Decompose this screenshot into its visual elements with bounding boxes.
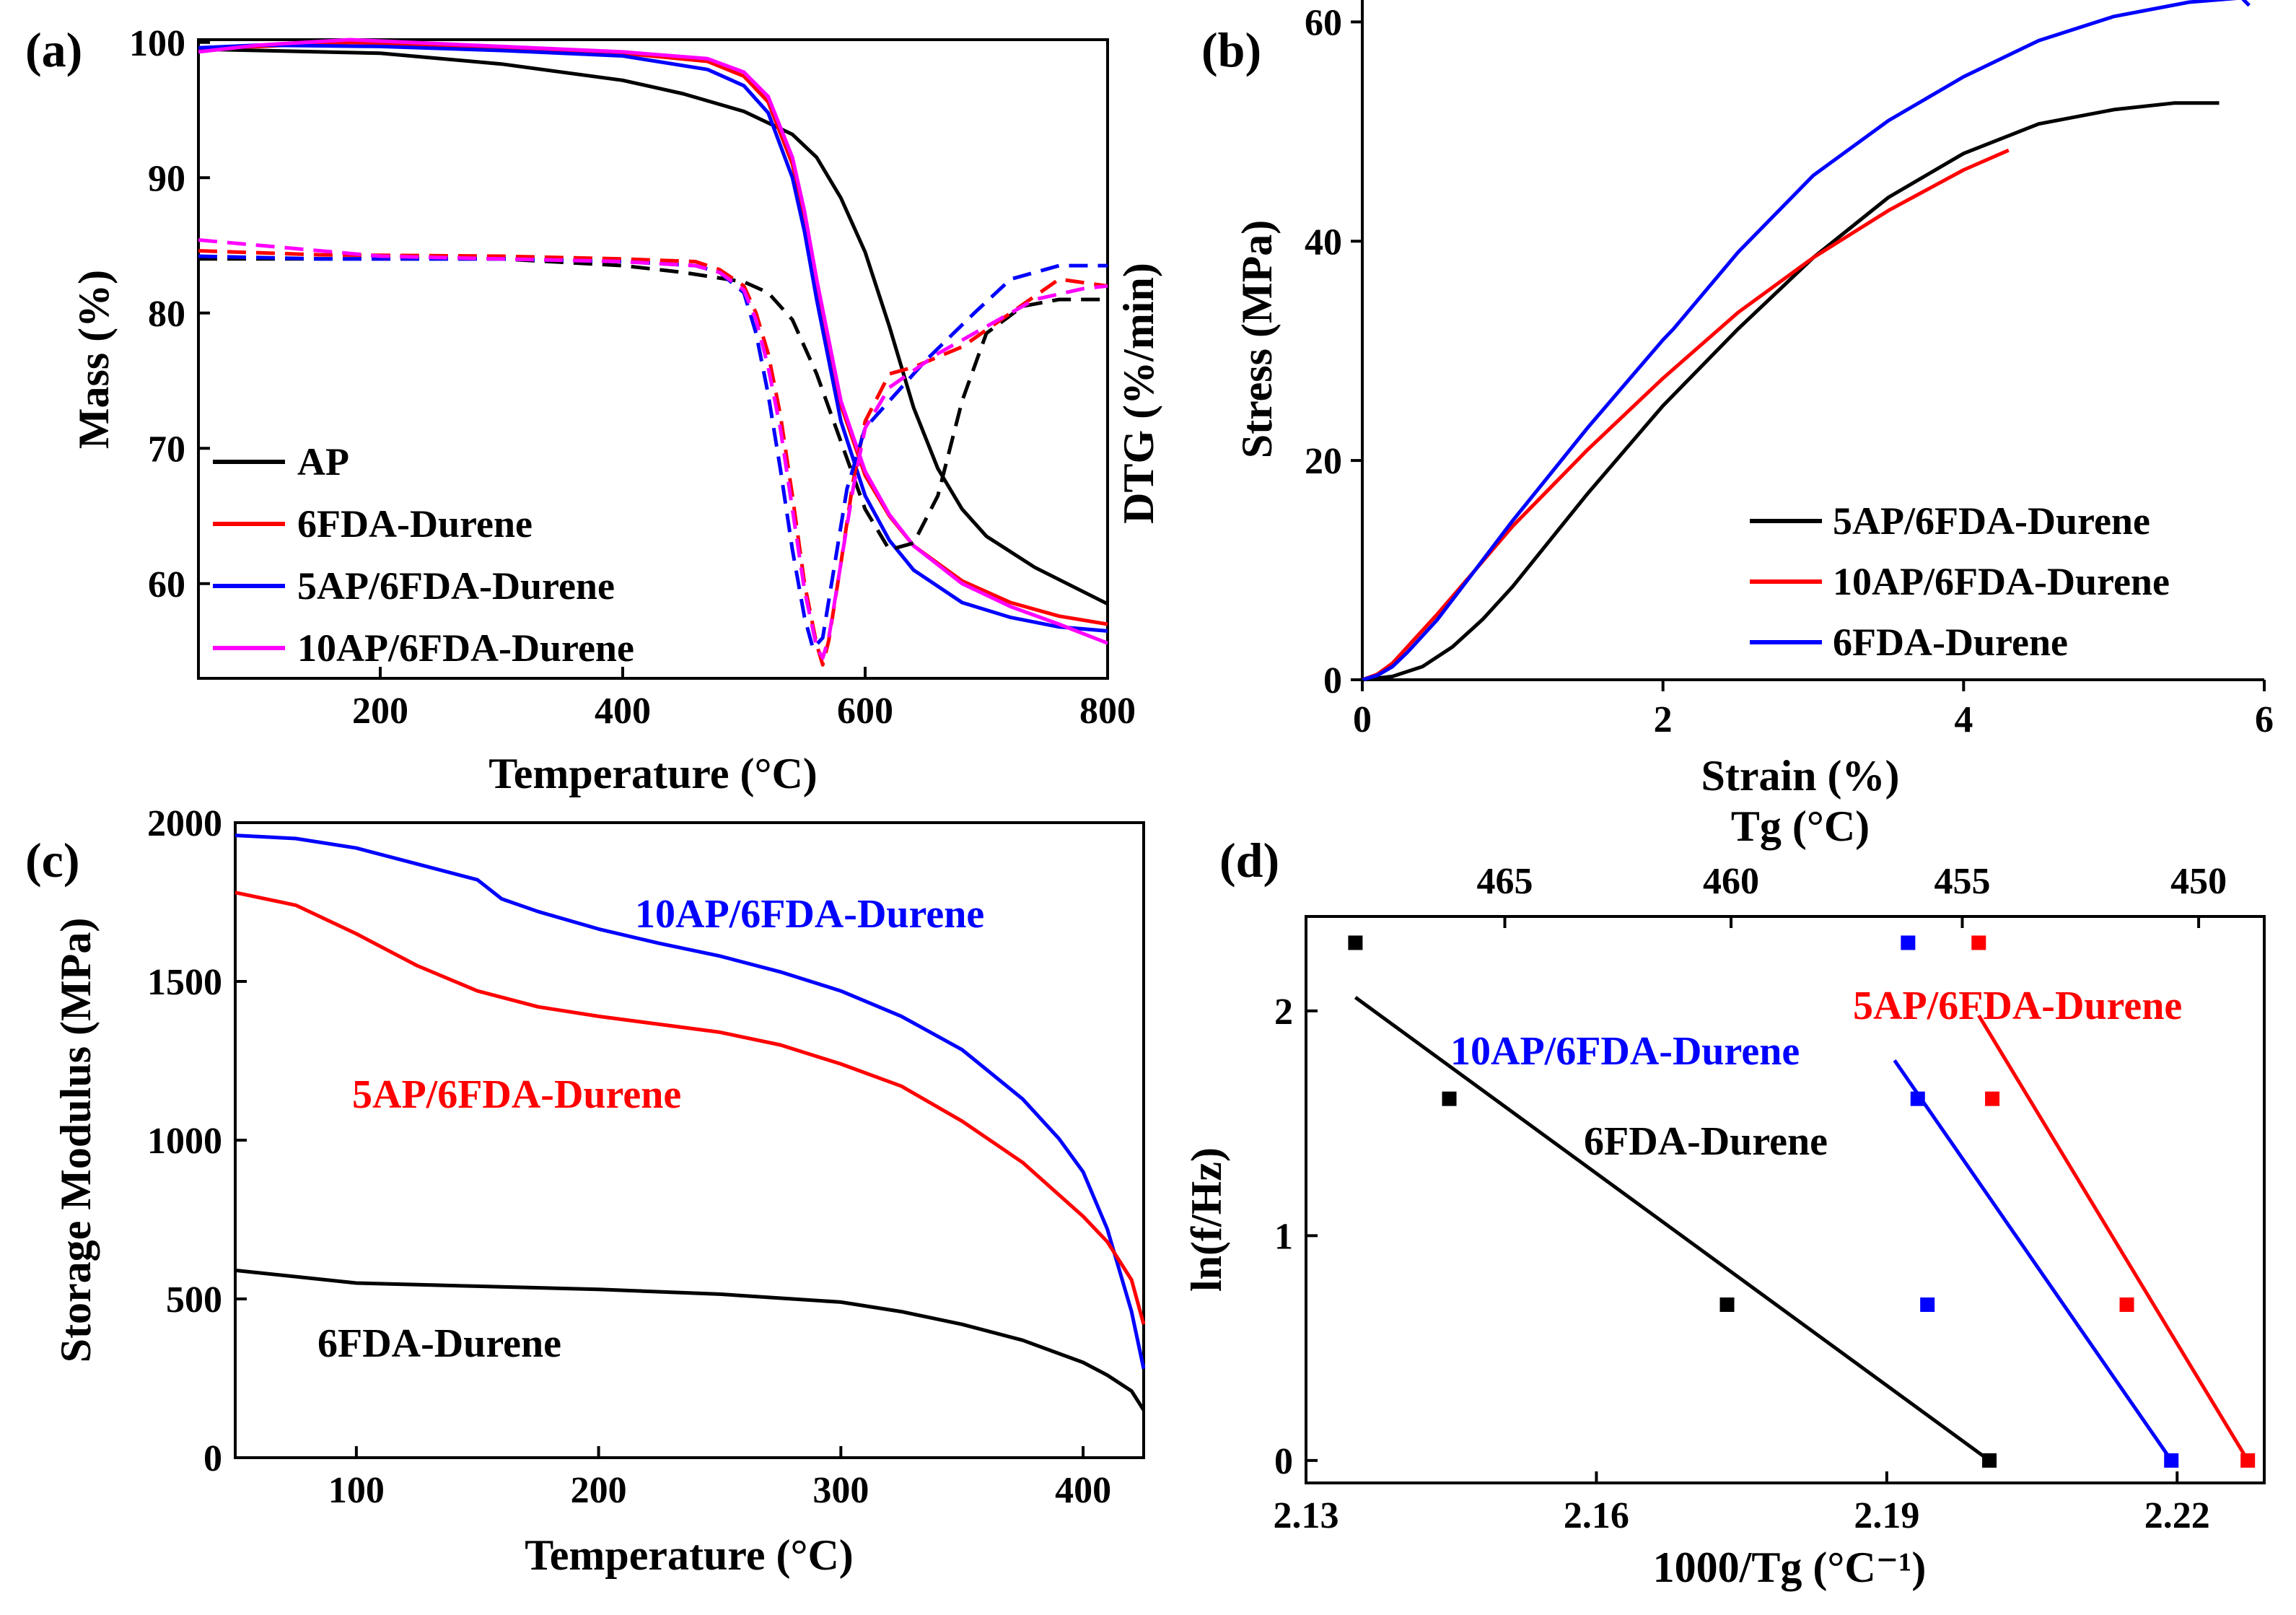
y-axis-tick-label: 70 (148, 429, 185, 470)
series-label: 6FDA-Durene (1584, 1119, 1828, 1164)
panel-c: 100 200 300 400 0 500 1000 1500 2000 Temperature … (25, 803, 1146, 1579)
y-axis-tick-label: 500 (166, 1279, 222, 1321)
x-axis-title: Temperature (°C) (488, 750, 818, 797)
data-point (1920, 1297, 1935, 1312)
data-point (1971, 935, 1986, 950)
data-point (1442, 1091, 1457, 1106)
fit-line (1893, 1059, 2173, 1462)
y-axis-tick-label: 90 (148, 158, 185, 199)
legend-label: 5AP/6FDA-Durene (1833, 499, 2150, 543)
panel-d: 2.13 2.16 2.19 2.22 0 1 2 465 460 455 450 1000/Tg (… (1183, 802, 2266, 1591)
x-axis-tick-label: 400 (595, 691, 651, 732)
y-axis-title: Mass (%) (70, 270, 118, 449)
panel-label: (c) (25, 833, 79, 888)
x2-axis-tick-label: 465 (1476, 861, 1533, 902)
series-line-ap-dtg (198, 257, 1108, 552)
y-axis-tick-label: 20 (1305, 441, 1342, 482)
y-axis-tick-label: 0 (1323, 660, 1342, 701)
x-axis-tick-label: 600 (837, 691, 893, 732)
x-axis-tick-label: 2.16 (1564, 1495, 1629, 1536)
series-line-10ap-6fda-durene (1362, 148, 2010, 682)
data-point (1985, 1091, 2000, 1106)
series-line-6fda-durene (235, 1268, 1146, 1412)
plot-frame (197, 38, 1109, 680)
y-axis-tick-label: 40 (1305, 222, 1342, 263)
legend-label: 6FDA-Durene (297, 502, 533, 546)
y-axis-tick-label: 2000 (147, 803, 222, 844)
series-label: 5AP/6FDA-Durene (1853, 984, 2182, 1028)
y-axis-tick-label: 1000 (147, 1121, 222, 1162)
y2-axis-title: DTG (%/min) (1115, 263, 1162, 524)
y-axis-title: Storage Modulus (MPa) (52, 918, 100, 1363)
x-axis-tick-label: 100 (328, 1470, 385, 1511)
x-axis-tick-label: 2.19 (1854, 1495, 1919, 1536)
data-point (2240, 1453, 2256, 1468)
fit-line (1354, 996, 1991, 1462)
data-point (2164, 1453, 2179, 1468)
y-axis-tick-label: 1 (1274, 1216, 1293, 1257)
data-point (1910, 1091, 1925, 1106)
x-axis-tick-label: 4 (1954, 699, 1973, 740)
x-axis-tick-label: 300 (812, 1470, 869, 1511)
series-label: 10AP/6FDA-Durene (1450, 1029, 1800, 1074)
plot-frame (1305, 915, 2266, 1484)
legend-label: 6FDA-Durene (1833, 621, 2068, 664)
x-axis-title: 1000/Tg (°C⁻¹) (1653, 1544, 1927, 1591)
legend-label: AP (297, 440, 349, 483)
series-line-ap (198, 47, 1109, 606)
y-axis-tick-label: 2 (1274, 992, 1293, 1033)
series-label: 5AP/6FDA-Durene (352, 1072, 681, 1117)
data-point (1719, 1297, 1735, 1312)
x2-axis-tick-label: 455 (1934, 861, 1991, 902)
x-axis-tick-label: 6 (2255, 699, 2274, 740)
x2-axis-title: Tg (°C) (1731, 802, 1870, 850)
x-axis-title: Temperature (°C) (525, 1531, 854, 1579)
x-axis-tick-label: 0 (1353, 699, 1372, 740)
series-line-10ap-6fda-durene (198, 38, 1108, 645)
x-axis-tick-label: 200 (571, 1470, 627, 1511)
data-point (2119, 1297, 2134, 1312)
y-axis-tick-label: 80 (148, 294, 185, 335)
x2-axis-tick-label: 450 (2170, 861, 2227, 902)
series-line-6fda-durene (1362, 0, 2251, 682)
legend-label: 5AP/6FDA-Durene (297, 564, 615, 608)
x-axis-title: Strain (%) (1701, 752, 1900, 800)
y-axis-tick-label: 60 (1305, 2, 1342, 43)
series-line-5ap-6fda-durene (198, 43, 1108, 633)
y-axis-tick-label: 0 (1274, 1441, 1293, 1482)
y-axis-tick-label: 100 (129, 23, 185, 64)
panel-label: (a) (25, 22, 82, 77)
y-axis-title: ln(f/Hz) (1183, 1147, 1230, 1292)
series-line-10ap-6fda-durene (235, 833, 1146, 1370)
panel-label: (d) (1219, 833, 1279, 888)
x-axis-tick-label: 400 (1055, 1470, 1111, 1511)
x-axis-tick-label: 2.22 (2144, 1495, 2210, 1536)
y-axis-tick-label: 60 (148, 564, 185, 605)
panel-a: 200 400 600 800 60 70 80 90 100 Temperature (°C) M… (25, 22, 1162, 797)
y-axis-tick-label: 1500 (147, 962, 222, 1003)
fit-line (1977, 1014, 2250, 1462)
x-axis-tick-label: 2.13 (1274, 1495, 1339, 1536)
series-line-10ap-6fda-durene-dtg (198, 238, 1108, 660)
x2-axis-tick-label: 460 (1703, 861, 1759, 902)
data-point (1982, 1453, 1997, 1468)
x-axis-tick-label: 800 (1079, 691, 1136, 732)
series-label: 6FDA-Durene (317, 1321, 561, 1366)
data-point (1348, 935, 1363, 950)
y-axis-title: Stress (MPa) (1233, 220, 1281, 458)
legend-label: 10AP/6FDA-Durene (1833, 560, 2170, 603)
series-label: 10AP/6FDA-Durene (635, 892, 984, 937)
data-point (1901, 935, 1916, 950)
panel-label: (b) (1201, 22, 1261, 77)
legend-label: 10AP/6FDA-Durene (297, 626, 634, 670)
series-line-5ap-6fda-durene (1362, 101, 2220, 682)
series-line-5ap-6fda-durene (235, 890, 1146, 1325)
x-axis-tick-label: 2 (1654, 699, 1673, 740)
y-axis-tick-label: 0 (203, 1438, 222, 1479)
x-axis-tick-label: 200 (352, 691, 408, 732)
